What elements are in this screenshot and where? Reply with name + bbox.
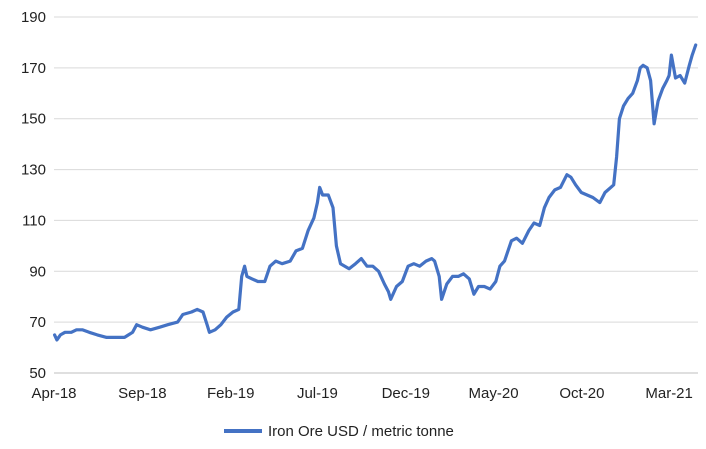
x-tick-labels: Apr-18 Sep-18 Feb-19 Jul-19 Dec-19 May-20 Oct-… xyxy=(31,385,692,402)
x-tick-label: Jul-19 xyxy=(297,385,338,402)
y-tick-label: 70 xyxy=(29,314,46,331)
series-line-0 xyxy=(53,43,698,342)
x-tick-label: Dec-19 xyxy=(382,385,430,402)
y-tick-label: 90 xyxy=(29,263,46,280)
x-tick-label: May-20 xyxy=(469,385,519,402)
y-tick-label: 110 xyxy=(22,212,46,229)
series-lines xyxy=(53,43,698,342)
x-tick-label: Feb-19 xyxy=(207,385,255,402)
legend-label-iron-ore: Iron Ore USD / metric tonne xyxy=(268,423,454,440)
grid-lines xyxy=(54,16,698,323)
y-tick-labels: 50 70 90 110 130 150 170 190 xyxy=(21,9,46,382)
legend: Iron Ore USD / metric tonne xyxy=(224,423,454,440)
y-tick-label: 150 xyxy=(21,111,46,128)
x-tick-label: Mar-21 xyxy=(645,385,693,402)
y-tick-label: 130 xyxy=(21,162,46,179)
y-tick-label: 50 xyxy=(29,365,46,382)
x-tick-label: Apr-18 xyxy=(31,385,76,402)
x-tick-label: Sep-18 xyxy=(118,385,166,402)
y-tick-label: 190 xyxy=(21,9,46,26)
y-tick-label: 170 xyxy=(21,60,46,77)
x-tick-label: Oct-20 xyxy=(559,385,604,402)
